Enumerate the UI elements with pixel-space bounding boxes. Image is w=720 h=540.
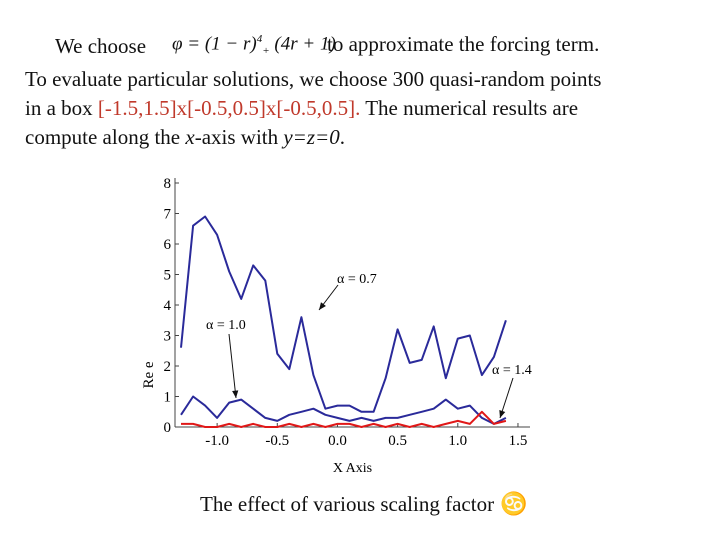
x-tick-label: -0.5 bbox=[265, 433, 289, 449]
series-line-1 bbox=[180, 395, 507, 425]
y-tick-label: 1 bbox=[164, 390, 172, 406]
paragraph-line-3: compute along the x-axis with y=z=0. bbox=[25, 123, 345, 151]
y-tick-label: 8 bbox=[164, 176, 172, 192]
x-tick-label: -1.0 bbox=[205, 433, 229, 449]
y-tick-label: 6 bbox=[164, 237, 172, 253]
line3-pre: compute along the bbox=[25, 125, 186, 149]
series-line-0 bbox=[180, 215, 507, 413]
chart-axes: 0 1 2 3 4 5 6 7 8 -1.0 -0.5 0.0 0.5 1.0 1.5 X Axis Re e bbox=[141, 176, 530, 476]
chart-series bbox=[180, 215, 507, 428]
y-tick-label: 3 bbox=[164, 329, 172, 345]
annotation-alpha-1-0: α = 1.0 bbox=[206, 318, 246, 333]
line2-post: The numerical results are bbox=[360, 96, 579, 120]
line3-end: . bbox=[339, 125, 345, 149]
intro-prefix: We choose bbox=[55, 34, 147, 58]
caption-text: The effect of various scaling factor bbox=[200, 492, 495, 516]
x-axis-label: X Axis bbox=[333, 461, 372, 476]
annotation-alpha-1-4: α = 1.4 bbox=[492, 363, 532, 378]
arrow-alpha-1-4-head bbox=[499, 410, 506, 418]
series-line-2 bbox=[181, 410, 507, 428]
intro-suffix: to approximate the forcing term. bbox=[327, 32, 600, 56]
annotation-alpha-0-7: α = 0.7 bbox=[337, 272, 377, 287]
chart-annotations: α = 0.7 α = 1.0 α = 1.4 bbox=[206, 272, 532, 419]
arrow-alpha-0-7-head bbox=[319, 302, 326, 310]
box-range: [-1.5,1.5]x[-0.5,0.5]x[-0.5,0.5]. bbox=[97, 96, 361, 120]
paragraph-line-2: in a box [-1.5,1.5]x[-0.5,0.5]x[-0.5,0.5… bbox=[25, 94, 578, 122]
x-var: x bbox=[185, 125, 195, 149]
formula-rhs: (1 − r) bbox=[204, 33, 257, 55]
x-tick-label: 1.5 bbox=[509, 433, 528, 449]
line3-mid: -axis with bbox=[194, 125, 284, 149]
x-tick-label: 0.0 bbox=[328, 433, 347, 449]
y-tick-label: 2 bbox=[164, 359, 172, 375]
y-tick-label: 0 bbox=[164, 420, 172, 436]
y-tick-label: 7 bbox=[164, 207, 172, 223]
arrow-alpha-1-0 bbox=[228, 333, 237, 399]
formula-sup: 4 bbox=[256, 33, 263, 45]
phi-formula: φ = (1 − r)4+ (4r + 1) bbox=[172, 33, 336, 57]
line2-pre: in a box bbox=[25, 96, 98, 120]
formula-lhs: φ = bbox=[172, 33, 201, 55]
yz-condition: y=z=0 bbox=[283, 125, 340, 149]
y-tick-label: 5 bbox=[164, 268, 172, 284]
arrow-alpha-1-0-head bbox=[232, 390, 239, 398]
alpha-symbol: ♋ bbox=[500, 492, 528, 517]
y-axis-label: Re e bbox=[141, 361, 157, 388]
x-tick-label: 0.5 bbox=[388, 433, 407, 449]
paragraph-line-1: To evaluate particular solutions, we cho… bbox=[25, 67, 602, 91]
y-tick-label: 4 bbox=[164, 298, 172, 314]
formula-tail: (4r + 1) bbox=[274, 33, 336, 55]
figure-caption: The effect of various scaling factor ♋ bbox=[200, 492, 527, 517]
formula-sub: + bbox=[262, 45, 270, 58]
x-tick-label: 1.0 bbox=[448, 433, 467, 449]
